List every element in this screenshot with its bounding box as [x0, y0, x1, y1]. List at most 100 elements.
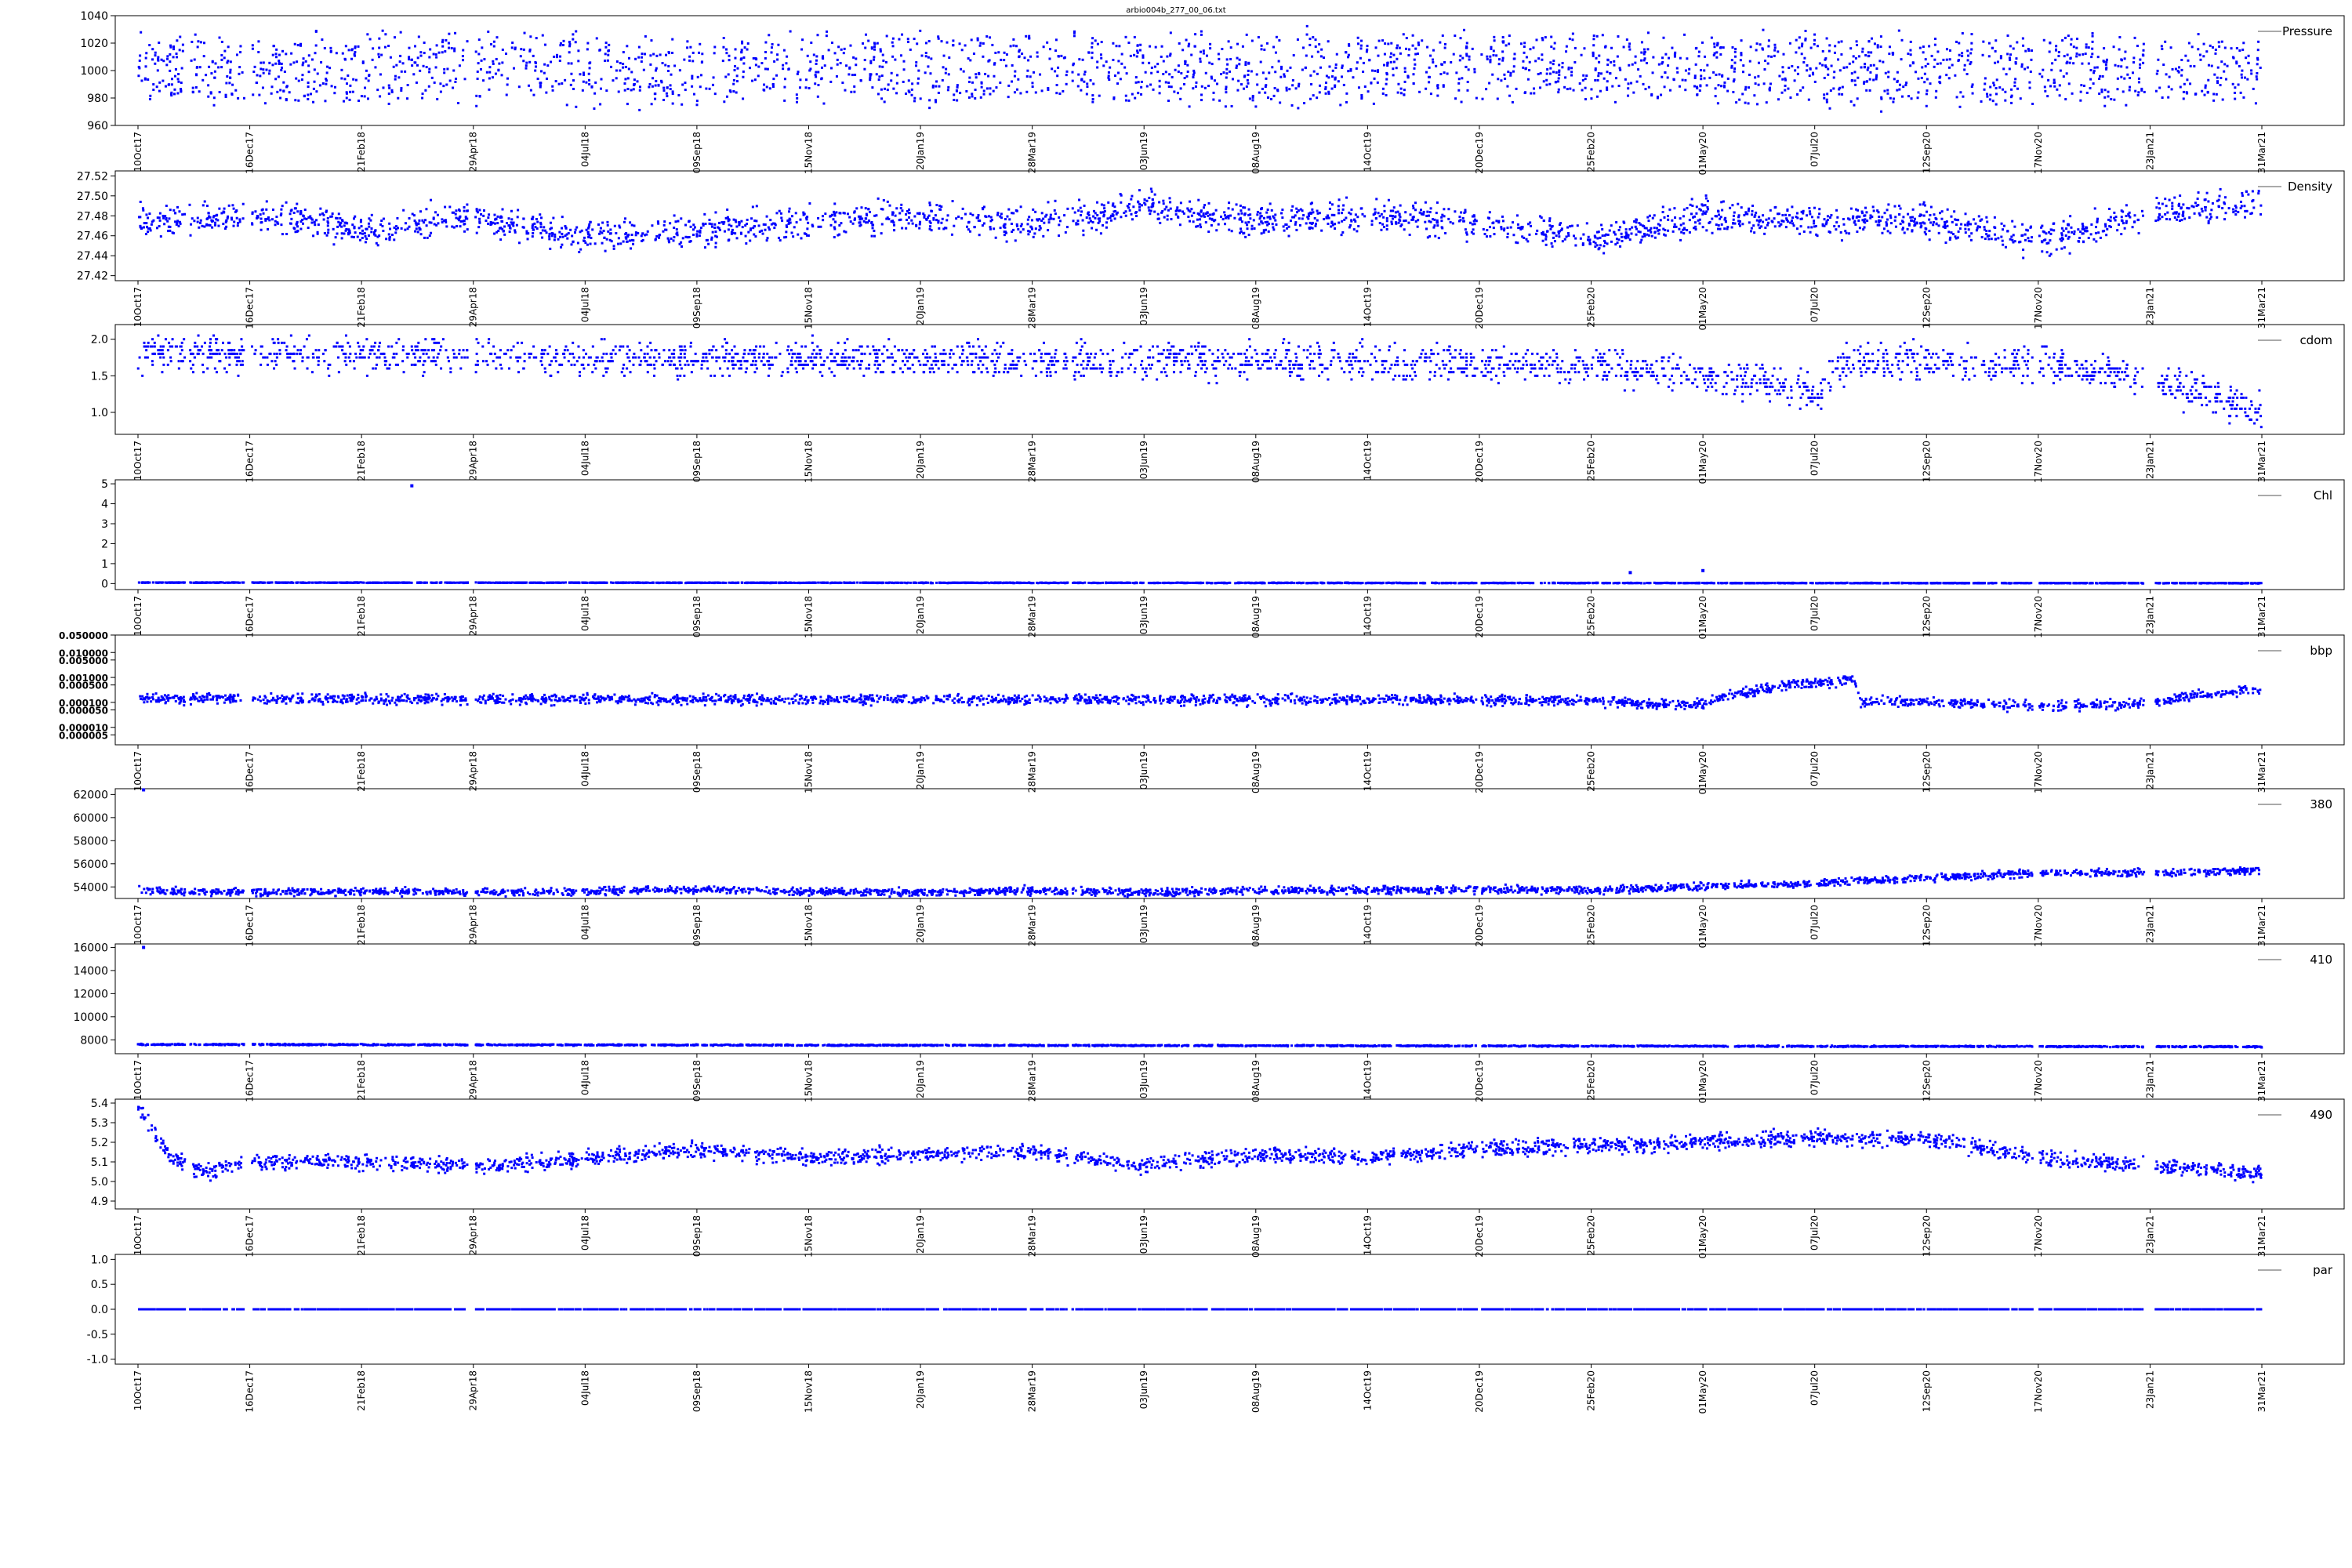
data-point	[494, 72, 497, 75]
data-point	[1766, 223, 1769, 227]
data-point	[989, 36, 992, 39]
data-point	[179, 35, 182, 38]
data-point	[786, 55, 789, 58]
data-point	[475, 94, 478, 97]
data-point	[1378, 222, 1381, 225]
data-point	[913, 215, 916, 218]
data-point	[1840, 239, 1843, 242]
data-point	[1266, 220, 1269, 223]
data-point	[296, 60, 299, 64]
data-point	[1017, 227, 1020, 230]
data-point	[554, 235, 557, 238]
data-point	[1065, 82, 1068, 85]
data-point	[2155, 196, 2158, 199]
data-point	[956, 84, 959, 87]
data-point	[199, 219, 202, 222]
data-point	[695, 233, 699, 236]
data-point	[280, 208, 283, 211]
data-point	[1853, 79, 1857, 82]
data-point	[326, 216, 329, 220]
data-point	[142, 209, 145, 212]
data-point	[1490, 45, 1493, 49]
data-point	[1648, 214, 1651, 217]
data-point	[207, 223, 210, 227]
data-point	[1153, 210, 1156, 213]
x-tick-label: 17Nov20	[2033, 287, 2044, 329]
data-point	[1291, 84, 1294, 87]
data-point	[1854, 56, 1857, 60]
data-point	[1545, 83, 1548, 86]
data-point	[691, 85, 694, 88]
data-point	[924, 42, 927, 45]
data-point	[494, 217, 497, 220]
data-point	[512, 221, 515, 224]
x-tick-label: 12Sep20	[1921, 287, 1932, 328]
data-point	[1298, 217, 1301, 220]
data-point	[766, 237, 769, 240]
data-point	[1910, 97, 1913, 100]
data-point	[2251, 190, 2254, 193]
data-point	[381, 29, 384, 32]
data-point	[1853, 103, 1856, 107]
data-point	[1071, 71, 1074, 74]
data-point	[873, 48, 877, 51]
data-point	[1085, 93, 1088, 96]
data-point	[607, 53, 610, 56]
data-point	[301, 64, 304, 67]
data-point	[1370, 220, 1374, 223]
data-point	[1178, 223, 1181, 227]
data-point	[1327, 216, 1330, 220]
data-point	[599, 230, 602, 233]
data-point	[1707, 208, 1710, 211]
data-point	[1310, 211, 1313, 214]
data-point	[803, 232, 806, 235]
data-point	[873, 42, 877, 45]
data-point	[2180, 219, 2183, 222]
data-point	[754, 64, 757, 67]
data-point	[2061, 238, 2064, 241]
data-point	[2209, 217, 2212, 220]
data-point	[789, 221, 792, 224]
data-point	[229, 76, 232, 79]
data-point	[2140, 87, 2143, 90]
data-point	[396, 227, 399, 230]
data-point	[619, 226, 622, 229]
data-point	[1223, 223, 1226, 226]
data-point	[928, 107, 931, 110]
data-point	[211, 226, 214, 229]
data-point	[2081, 223, 2084, 226]
data-point	[1632, 91, 1635, 94]
data-point	[337, 220, 340, 223]
data-point	[1241, 45, 1244, 48]
data-point	[1188, 105, 1191, 108]
data-point	[1280, 212, 1283, 215]
data-point	[1313, 216, 1316, 220]
data-point	[1581, 242, 1584, 245]
data-point	[778, 209, 781, 212]
data-point	[534, 226, 537, 229]
data-point	[1593, 234, 1596, 238]
data-point	[1782, 53, 1785, 56]
data-point	[1924, 65, 1927, 68]
data-point	[787, 219, 790, 222]
data-point	[1614, 243, 1617, 246]
data-point	[1501, 50, 1504, 53]
data-point	[2046, 95, 2049, 98]
data-point	[1307, 212, 1310, 216]
data-point	[2168, 198, 2171, 201]
data-point	[754, 56, 757, 60]
data-point	[1875, 74, 1878, 77]
data-point	[2020, 65, 2024, 68]
data-point	[1987, 234, 1991, 238]
data-point	[191, 217, 194, 220]
data-point	[1475, 220, 1478, 223]
data-point	[1464, 228, 1467, 231]
data-point	[476, 211, 479, 214]
data-point	[853, 210, 856, 213]
data-point	[1955, 96, 1958, 99]
data-point	[1696, 87, 1699, 90]
data-point	[1963, 68, 1966, 71]
data-point	[1572, 89, 1575, 92]
data-point	[236, 224, 239, 227]
data-point	[967, 220, 971, 223]
